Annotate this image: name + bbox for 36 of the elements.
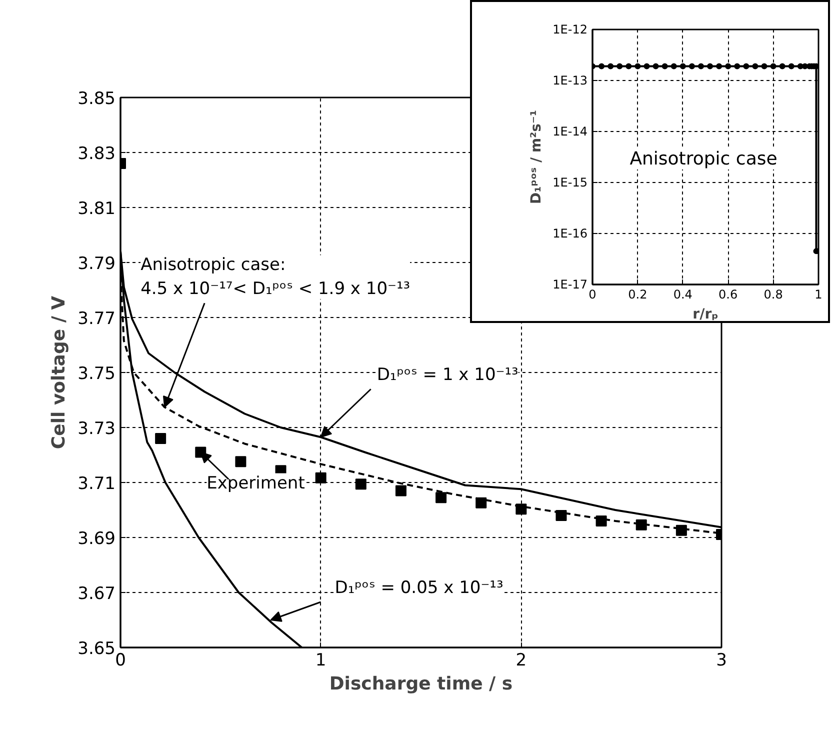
x-tick-label: 3 [716,650,727,670]
y-axis-title: Cell voltage / V [48,296,70,450]
x-tick-label: 1 [814,288,822,302]
x-tick-label: 0.4 [673,288,692,302]
y-tick-label: 3.71 [78,474,116,494]
y-axis-title: D₁ᵖᵒˢ / m²s⁻¹ [528,110,545,204]
x-tick-label: 0.8 [764,288,783,302]
x-tick-label: 1 [315,650,326,670]
y-tick-label: 3.85 [78,89,116,109]
y-tick-label: 3.77 [78,309,116,329]
y-tick-label: 3.69 [78,529,116,549]
x-tick-label: 0.6 [718,288,738,302]
x-axis-title: Discharge time / s [329,674,513,694]
annotation: Anisotropic case: 4.5 x 10⁻¹⁷< D₁ᵖᵒˢ < 1.9 x 10⁻¹³ [140,255,410,300]
y-tick-label: 3.75 [78,364,116,384]
x-tick-label: 0 [115,650,126,670]
y-tick-label: 1E-14 [552,124,588,138]
annotation: Anisotropic case [630,148,778,170]
y-tick-label: 3.67 [78,584,116,604]
x-tick-label: 2 [516,650,527,670]
x-tick-label: 0 [588,288,596,302]
annotation: D₁ᵖᵒˢ = 1 x 10⁻¹³ [376,365,518,386]
annotation: Experiment [206,473,306,494]
y-tick-label: 3.73 [78,419,116,439]
x-tick-label: 0.2 [628,288,648,302]
y-tick-label: 3.79 [78,254,116,274]
x-axis-title: r/rₚ [692,306,718,322]
y-tick-label: 1E-12 [552,22,588,36]
y-tick-label: 1E-16 [552,226,588,240]
y-tick-label: 3.65 [78,639,116,659]
y-tick-label: 3.81 [78,199,116,219]
y-tick-label: 1E-13 [552,74,588,88]
annotation: D₁ᵖᵒˢ = 0.05 x 10⁻¹³ [334,578,504,598]
y-tick-label: 1E-15 [552,176,588,190]
y-tick-label: 3.83 [78,144,116,164]
y-tick-label: 1E-17 [552,278,588,292]
